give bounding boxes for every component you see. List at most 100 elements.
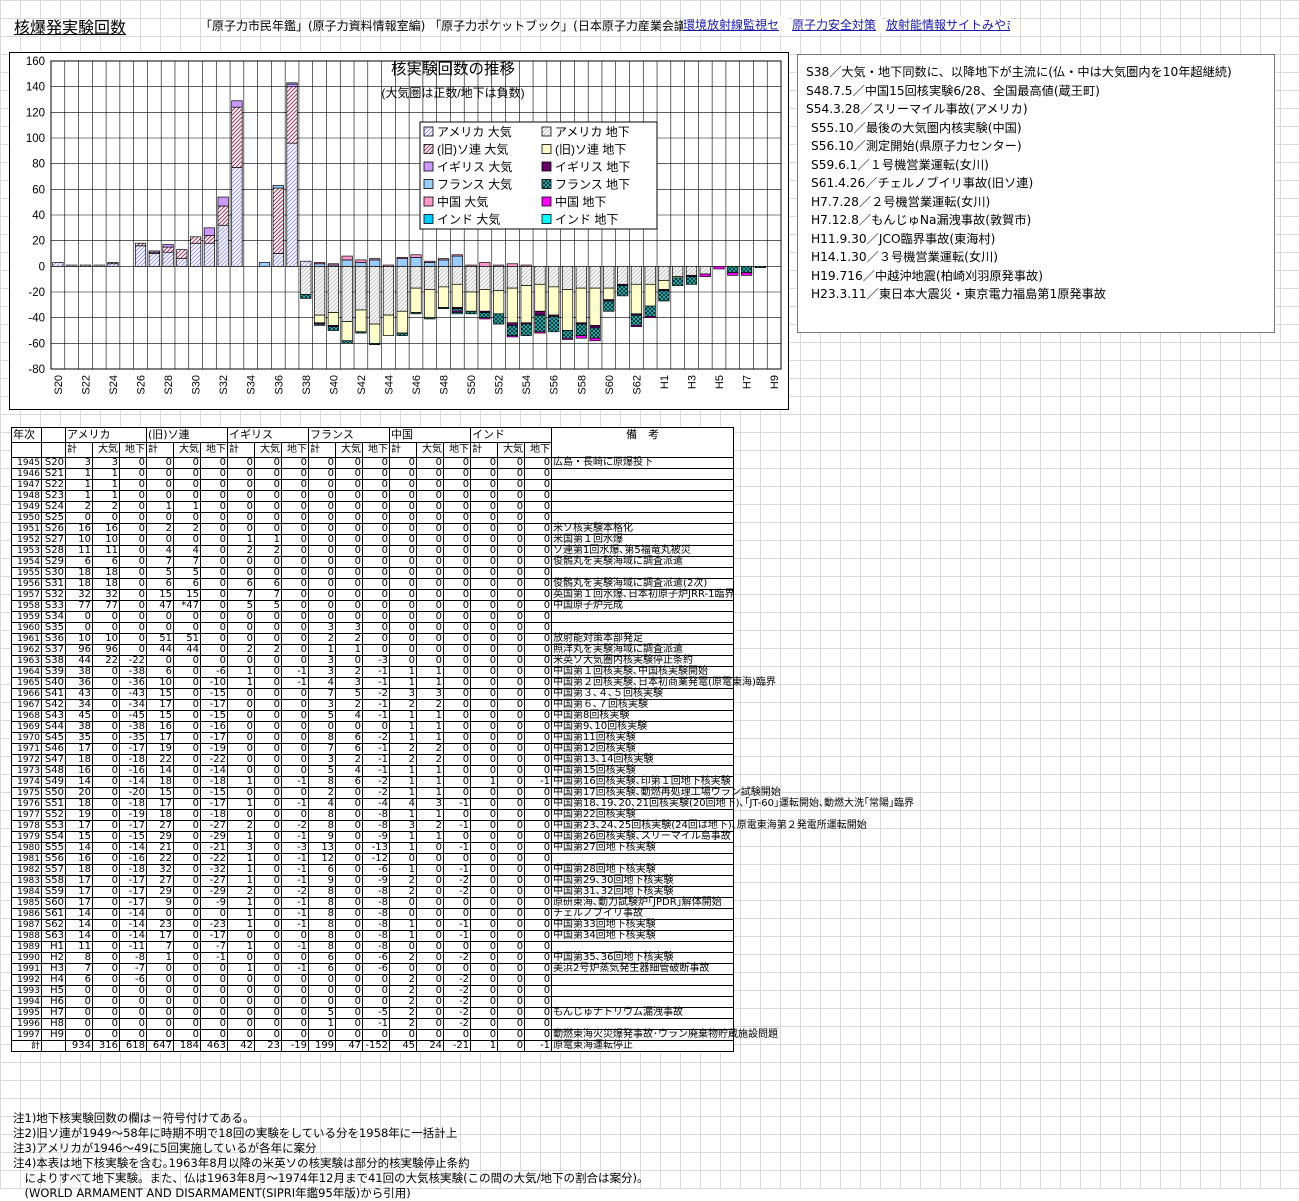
notes-textbox[interactable]: S38／大気・地下同数に、以降地下が主流に(仏・中は大気圏内を10年超継続) S4… — [797, 54, 1275, 333]
cell-remarks: 中国第31､32回地下核実験 — [551, 886, 735, 898]
cell-value: 19 — [146, 743, 174, 755]
cell-value: 0 — [227, 754, 256, 766]
cell-value: 0 — [497, 1007, 526, 1019]
cell-value: 0 — [146, 622, 174, 634]
cell-value: 22 — [146, 754, 174, 766]
cell-value: 0 — [389, 512, 418, 524]
cell-era: S63 — [41, 930, 66, 942]
cell-year: 1986 — [11, 908, 42, 920]
subheader-cell: 地下 — [119, 442, 147, 458]
cell-value: 0 — [92, 809, 120, 821]
bar-segment — [727, 272, 739, 276]
cell-value: 0 — [173, 479, 201, 491]
cell-value: 0 — [389, 523, 418, 535]
cell-value: 0 — [227, 457, 256, 469]
cell-year: 1990 — [11, 952, 42, 964]
cell-era: S53 — [41, 820, 66, 832]
cell-year: 1989 — [11, 941, 42, 953]
cell-era: S38 — [41, 655, 66, 667]
subheader-cell: 計 — [227, 442, 256, 458]
cell-value: -45 — [119, 710, 147, 722]
cell-value: -1 — [443, 820, 472, 832]
cell-value: 0 — [65, 1007, 93, 1019]
cell-value: -9 — [362, 831, 391, 843]
bar-segment — [493, 313, 505, 325]
cell-value: 8 — [308, 820, 337, 832]
cell-value: 0 — [362, 578, 391, 590]
bar-segment — [300, 294, 312, 299]
cell-value: 10 — [92, 534, 120, 546]
cell-value: 0 — [254, 468, 283, 480]
cell-year: 1972 — [11, 754, 42, 766]
chart-area[interactable]: 160 140 120 100 80 60 40 20 0 -20 -40 -60 -80 S20 S22 S… — [9, 52, 789, 410]
cell-value: 0 — [335, 787, 364, 799]
bar-segment — [493, 265, 505, 292]
cell-value: 45 — [389, 1040, 418, 1052]
legend-label: アメリカ 地下 — [555, 125, 630, 139]
cell-value: 0 — [362, 644, 391, 656]
cell-value: 16 — [92, 523, 120, 535]
cell-value: 0 — [335, 853, 364, 865]
cell-value: -1 — [362, 666, 391, 678]
x-tick-label: S42 — [356, 375, 368, 395]
cell-remarks: 中国第26回核実験､スリーマイル島事故 — [551, 831, 735, 843]
cell-value: 17 — [146, 699, 174, 711]
cell-value: 0 — [281, 721, 310, 733]
cell-value: 0 — [497, 952, 526, 964]
bar-segment — [534, 310, 546, 316]
cell-value: 0 — [470, 622, 499, 634]
cell-value: -18 — [199, 809, 229, 821]
cell-era — [41, 1040, 66, 1052]
cell-value: 0 — [470, 1029, 499, 1041]
cell-value: 0 — [497, 534, 526, 546]
cell-value: 0 — [173, 1029, 201, 1041]
cell-era: S48 — [41, 765, 66, 777]
table-row: 1990 H2 8 0 -8 1 0 -1 0 0 0 6 0 -6 2 0 -2 0 0 0 中国第35､36回地下核… — [11, 952, 735, 964]
cell-value: 0 — [497, 996, 526, 1008]
cell-value: 0 — [92, 985, 120, 997]
cell-year: 1945 — [11, 457, 42, 469]
link-nuclear-safety-measures[interactable]: 原子力安全対策 — [792, 16, 882, 33]
subheader-cell: 地下 — [281, 442, 310, 458]
cell-value: 1 — [389, 919, 418, 931]
link-environment-radiation-center[interactable]: 環境放射線監視セ — [683, 16, 789, 33]
cell-value: 27 — [146, 875, 174, 887]
cell-value: 0 — [497, 941, 526, 953]
cell-value: 0 — [173, 721, 201, 733]
cell-value: 0 — [92, 908, 120, 920]
bar-segment — [520, 285, 532, 324]
cell-value: 0 — [335, 1018, 364, 1030]
cell-year: 1961 — [11, 633, 42, 645]
table-row: 1959 S34 0 0 0 0 0 0 0 0 0 0 0 0 0 0 0 0 0 0 — [11, 611, 735, 623]
cell-value: 0 — [335, 457, 364, 469]
bar-segment — [176, 258, 188, 267]
cell-value: 0 — [416, 611, 445, 623]
link-radiation-info-miyagi[interactable]: 放射能情報サイトみやぎ — [886, 16, 1010, 33]
cell-value: 1 — [92, 490, 120, 502]
cell-year: 1947 — [11, 479, 42, 491]
cell-value: 0 — [119, 501, 147, 513]
cell-value: 0 — [443, 567, 472, 579]
x-tick-label: S22 — [80, 375, 92, 395]
cell-value: 0 — [227, 655, 256, 667]
bar-segment — [603, 300, 615, 312]
cell-value: 3 — [416, 688, 445, 700]
cell-value: 0 — [443, 666, 472, 678]
cell-era: H6 — [41, 996, 66, 1008]
cell-value: 0 — [308, 468, 337, 480]
cell-value: 0 — [173, 534, 201, 546]
cell-value: 0 — [416, 974, 445, 986]
cell-value: 0 — [497, 578, 526, 590]
cell-value: 47 — [335, 1040, 364, 1052]
cell-value: 0 — [470, 1007, 499, 1019]
cell-value: 1 — [227, 963, 256, 975]
bar-segment — [465, 264, 477, 267]
cell-remarks: 中国第33回地下核実験 — [551, 919, 735, 931]
cell-remarks: 中国第18､19､20､21回核実験(20回地下)､｢JT-60｣運転開始､動燃… — [551, 798, 914, 810]
cell-value: 0 — [173, 655, 201, 667]
cell-year: 1988 — [11, 930, 42, 942]
table-row: 1954 S29 6 6 0 7 7 0 0 0 0 0 0 0 0 0 0 0 0 0 俊鶻丸を実験海域に調査派遣 — [11, 556, 735, 568]
bar-segment — [534, 265, 546, 285]
cell-value: 0 — [173, 974, 201, 986]
